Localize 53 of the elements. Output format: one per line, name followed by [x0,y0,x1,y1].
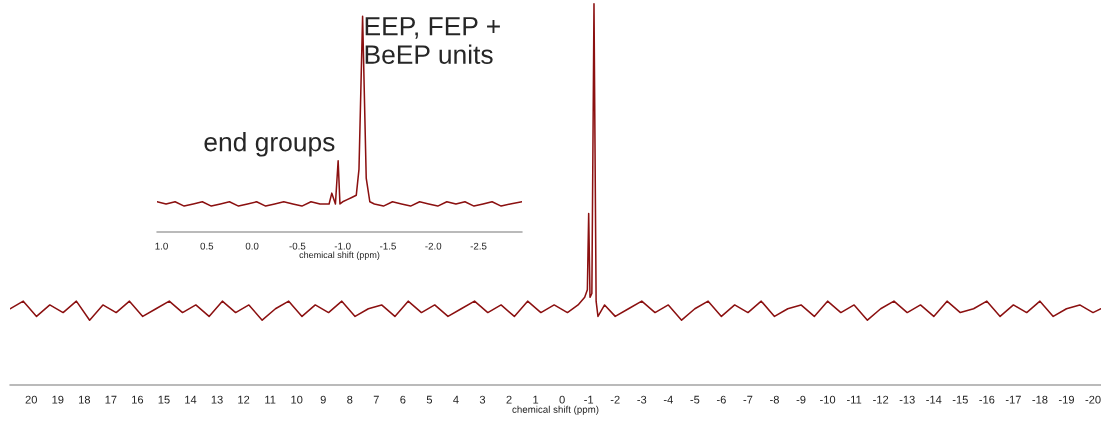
x-tick-label: 0.5 [200,242,214,250]
x-axis-title: chemical shift (ppm) [299,251,380,260]
x-tick-label: -1.5 [380,242,396,250]
annotation: EEP, FEP + BeEP units [365,17,500,64]
x-tick-label: -11 [847,395,862,404]
x-tick-label: -1 [584,395,594,404]
x-tick-label: 4 [453,395,459,404]
x-tick-label: 7 [373,395,379,404]
x-tick-label: -18 [1032,395,1048,404]
x-tick-label: -12 [873,395,889,404]
x-tick-label: 2 [506,395,512,404]
x-tick-label: -1.0 [334,242,351,250]
x-tick-label: 9 [320,395,326,404]
x-tick-label: 18 [78,395,91,404]
x-tick-label: -17 [1005,395,1021,404]
x-tick-label: -10 [820,395,836,404]
x-tick-label: 11 [265,395,276,404]
x-tick-label: 20 [25,395,37,404]
x-tick-label: -2.5 [470,242,487,250]
x-tick-label: 19 [52,395,64,404]
x-tick-label: -5 [690,395,700,404]
annotation: end groups [204,132,335,157]
x-tick-label: -2.0 [425,242,442,250]
x-tick-label: 16 [132,395,144,404]
x-tick-label: 10 [291,395,303,404]
x-tick-label: 12 [238,395,250,404]
x-axis-title: chemical shift (ppm) [512,405,599,415]
x-tick-label: -13 [899,395,915,404]
x-tick-label: -9 [796,395,806,404]
x-tick-label: 1 [533,395,539,404]
x-tick-label: -14 [926,395,942,404]
x-tick-label: -4 [663,395,673,404]
x-tick-label: -6 [716,395,726,404]
x-tick-label: 0 [559,395,565,404]
x-tick-label: 0.0 [245,242,259,250]
x-tick-label: -20 [1085,395,1101,404]
x-tick-label: -7 [743,395,753,404]
x-tick-label: -16 [979,395,995,404]
x-tick-label: 15 [158,395,170,404]
x-tick-label: 14 [185,395,197,404]
x-tick-label: 17 [105,395,117,404]
x-tick-label: -2 [610,395,620,404]
x-tick-label: -3 [637,395,647,404]
x-tick-label: 1.0 [155,242,168,250]
x-tick-label: -8 [770,395,779,404]
x-tick-label: 3 [479,395,486,404]
x-tick-label: -0.5 [289,242,306,250]
x-tick-label: 13 [211,395,223,404]
x-tick-label: 8 [347,395,353,404]
x-tick-label: 5 [426,395,433,404]
x-tick-label: -15 [952,395,968,404]
x-tick-label: 6 [400,395,406,404]
x-tick-label: -19 [1058,395,1074,404]
